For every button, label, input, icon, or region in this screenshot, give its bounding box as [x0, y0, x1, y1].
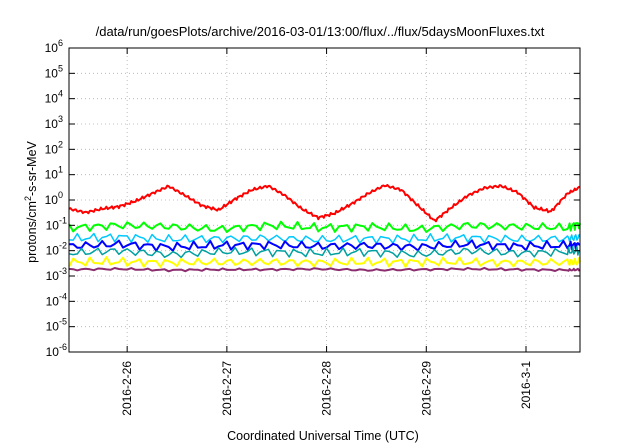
y-tick-label: 10-1 — [46, 215, 67, 232]
series-line — [68, 266, 581, 273]
y-tick-label: 100 — [45, 190, 63, 207]
y-tick-label: 10-3 — [46, 266, 67, 283]
y-tick-label: 106 — [45, 38, 63, 55]
x-axis-label: Coordinated Universal Time (UTC) — [227, 429, 419, 443]
y-tick-label: 104 — [45, 89, 63, 106]
y-tick-label: 101 — [45, 165, 63, 182]
y-tick-label: 103 — [45, 114, 63, 131]
chart-title: /data/run/goesPlots/archive/2016-03-01/1… — [96, 24, 545, 39]
ticks: 10-6 10-5 10-4 10-3 10-2 10-1 100 101 102 103 104 1… — [45, 38, 580, 416]
x-tick-label: 2016-2-29 — [419, 361, 433, 416]
y-tick-label: 105 — [45, 63, 63, 80]
x-tick-label: 2016-3-1 — [519, 361, 533, 409]
y-axis-label: protons/cm2-s-sr-MeV — [23, 140, 39, 262]
y-tick-label: 10-5 — [46, 317, 67, 334]
y-tick-label: 102 — [45, 139, 63, 156]
y-tick-label: 10-4 — [46, 291, 67, 308]
series-line — [68, 232, 581, 245]
x-tick-label: 2016-2-26 — [120, 361, 134, 416]
series-group — [68, 184, 581, 273]
series-line — [68, 239, 581, 252]
x-tick-label: 2016-2-27 — [220, 361, 234, 416]
series-line — [68, 220, 581, 233]
series-line — [68, 245, 581, 259]
series-line — [68, 256, 581, 268]
x-tick-label: 2016-2-28 — [320, 361, 334, 416]
y-tick-label: 10-2 — [46, 241, 67, 258]
y-tick-label: 10-6 — [46, 342, 67, 359]
grid — [69, 48, 580, 352]
series-line — [68, 184, 581, 223]
